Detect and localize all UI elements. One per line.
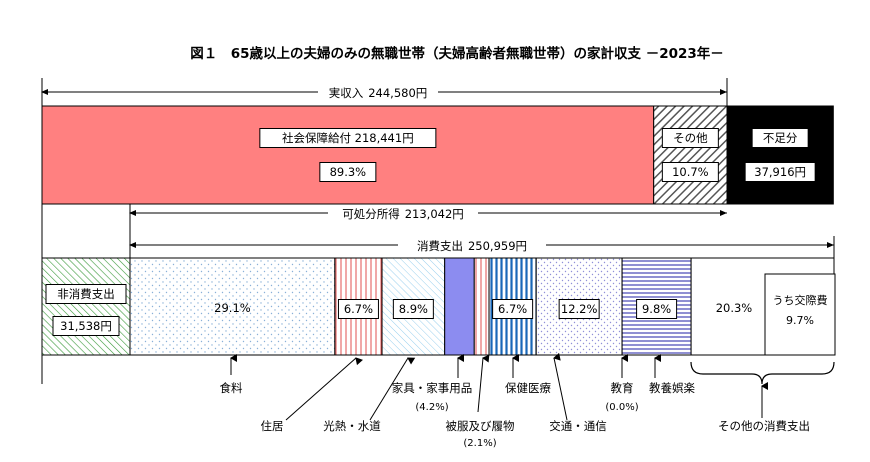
callout-label: 光熱・水道 bbox=[323, 419, 381, 433]
expenditure-percent: 12.2% bbox=[561, 302, 598, 316]
consumption-label: 消費支出 250,959円 bbox=[417, 239, 527, 253]
income-segment bbox=[41, 105, 655, 205]
deficit-amount-box bbox=[744, 162, 816, 182]
callout-arrow bbox=[285, 357, 363, 421]
callout-label: 住居 bbox=[261, 419, 284, 433]
expenditure-segment bbox=[444, 257, 475, 356]
expenditure-percent-box bbox=[337, 299, 379, 319]
expenditure-percent: 6.7% bbox=[498, 302, 527, 316]
expenditure-percent-box bbox=[636, 299, 678, 319]
callout-sublabel: (0.0%) bbox=[605, 402, 638, 413]
callout-label: 教育 bbox=[611, 381, 634, 395]
income-segment-name-box bbox=[259, 128, 437, 148]
expenditure-percent-box bbox=[392, 299, 434, 319]
non-consumption-amount-box bbox=[52, 316, 120, 336]
sub-item-box bbox=[764, 273, 836, 356]
expenditure-percent: 29.1% bbox=[214, 301, 251, 315]
other-brace bbox=[690, 361, 835, 385]
sub-item-name: うち交際費 bbox=[773, 293, 828, 307]
disposable-label-bg bbox=[328, 205, 478, 221]
income-label-bg bbox=[318, 84, 438, 100]
income-bar: 社会保障給付 218,441円 89.3% その他 10.7% 不足分 37,916円 bbox=[41, 105, 834, 205]
income-segment-name: 社会保障給付 218,441円 bbox=[282, 131, 414, 145]
income-segment-percent: 10.7% bbox=[672, 165, 709, 179]
consumption-label-bg bbox=[398, 237, 546, 253]
non-consumption-name-box bbox=[45, 284, 127, 304]
callout-label: 食料 bbox=[220, 381, 243, 395]
expenditure-percent-box bbox=[492, 299, 534, 319]
callout-label: その他の消費支出 bbox=[718, 419, 810, 433]
income-segment bbox=[653, 105, 728, 205]
deficit-name-box bbox=[751, 128, 809, 148]
expenditure-percent: 8.9% bbox=[399, 302, 428, 316]
sub-item-percent: 9.7% bbox=[786, 314, 814, 327]
expenditure-percent: 20.3% bbox=[716, 301, 753, 315]
deficit-name: 不足分 bbox=[763, 131, 798, 145]
non-consumption-amount: 31,538円 bbox=[60, 319, 112, 333]
deficit-segment bbox=[726, 105, 834, 205]
callout-label: 教養娯楽 bbox=[649, 381, 695, 395]
expenditure-bar: 非消費支出 31,538円 29.1% 6.7% 8.9% 6.7% 12.2% 9.8% 20… bbox=[41, 257, 836, 356]
income-segment-name: その他 bbox=[673, 131, 708, 145]
income-segment-percent-box bbox=[661, 162, 719, 182]
chart-title: 図１ 65歳以上の夫婦のみの無職世帯（夫婦高齢者無職世帯）の家計収支 －2023… bbox=[190, 45, 724, 62]
expenditure-percent-box bbox=[558, 299, 600, 319]
callout-label: 被服及び履物 bbox=[446, 419, 515, 433]
deficit-amount: 37,916円 bbox=[754, 165, 806, 179]
expenditure-segment bbox=[129, 257, 336, 356]
callout-arrow bbox=[477, 354, 490, 413]
non-consumption-segment bbox=[41, 257, 131, 356]
callout-sublabel: (4.2%) bbox=[415, 402, 448, 413]
income-segment-percent-box bbox=[319, 162, 377, 182]
expenditure-percent: 9.8% bbox=[642, 302, 671, 316]
callout-label: 家具・家事用品 bbox=[392, 381, 473, 395]
callout-label: 保健医療 bbox=[505, 381, 551, 395]
non-consumption-name: 非消費支出 bbox=[57, 287, 115, 301]
callout-label: 交通・通信 bbox=[549, 419, 607, 433]
callout-sublabel: (2.1%) bbox=[463, 438, 496, 449]
expenditure-segment bbox=[473, 257, 490, 356]
income-label: 実収入 244,580円 bbox=[329, 86, 428, 100]
income-segment-name-box bbox=[661, 128, 719, 148]
callout-arrow bbox=[369, 357, 416, 421]
expenditure-percent: 6.7% bbox=[344, 302, 373, 316]
disposable-label: 可処分所得 213,042円 bbox=[342, 207, 464, 221]
income-segment-percent: 89.3% bbox=[330, 165, 367, 179]
callout-arrow bbox=[553, 352, 568, 421]
